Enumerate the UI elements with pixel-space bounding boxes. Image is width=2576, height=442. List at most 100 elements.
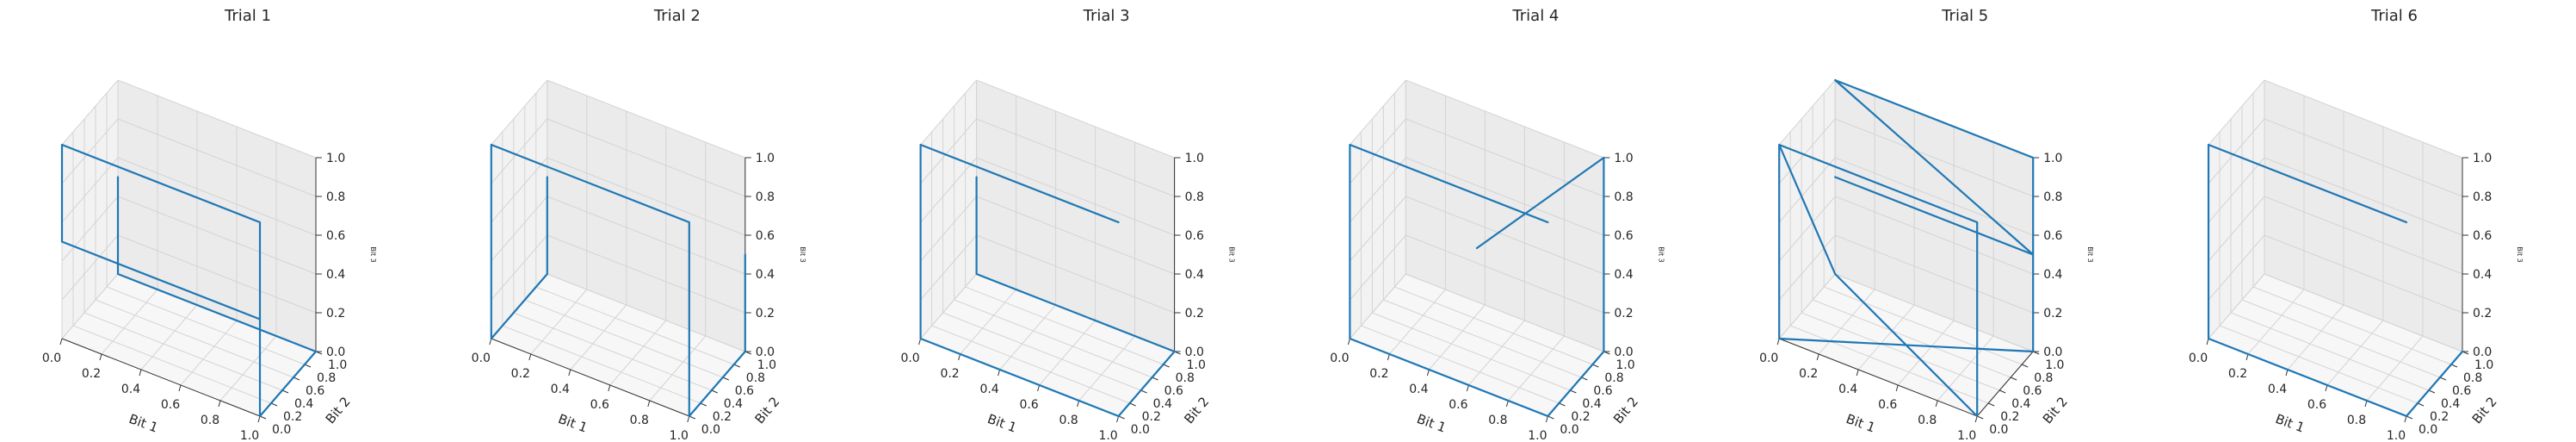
x-tick-label: 0.2 [1369, 367, 1388, 381]
x-tick-mark [647, 400, 651, 408]
x-axis-label: Bit 1 [2273, 411, 2307, 436]
left-pane [1350, 80, 1406, 339]
x-tick-label: 1.0 [670, 429, 689, 442]
z-tick-label: 0.2 [2473, 307, 2492, 321]
back-grid-z [1835, 234, 2034, 314]
left-grid-z [2208, 273, 2265, 339]
x-tick-mark [918, 338, 922, 346]
left-grid-z [1778, 79, 1836, 146]
z-tick-label: 0.0 [756, 346, 775, 359]
floor-pane [1350, 274, 1604, 416]
left-grid-z [1778, 157, 1836, 223]
x-tick-mark [218, 400, 221, 408]
back-grid-z [976, 118, 1175, 197]
y-axis-label: Bit 2 [1610, 394, 1641, 426]
z-axis-label: Bit 3 [2086, 246, 2094, 262]
x-axis-label: Bit 1 [1844, 411, 1878, 436]
x-tick-mark [1077, 400, 1080, 408]
x-tick-label: 1.0 [2387, 429, 2406, 442]
y-tick-label: 0.6 [2452, 384, 2471, 398]
x-tick-mark [2285, 369, 2289, 377]
left-grid-z [920, 196, 977, 262]
floor-grid-y [931, 325, 1130, 404]
x-tick-label: 0.2 [1799, 367, 1818, 381]
z-tick-label: 0.8 [2043, 190, 2062, 204]
floor-grid-x [180, 320, 238, 386]
x-tick-mark [1816, 353, 1819, 361]
left-grid-z [920, 79, 977, 146]
floor-grid-y [965, 286, 1164, 365]
left-grid-z [920, 157, 977, 223]
x-axis-line [491, 338, 689, 417]
y-tick-mark [2450, 364, 2458, 368]
x-tick-label: 0.6 [1878, 398, 1897, 412]
z-tick-label: 0.4 [756, 268, 775, 282]
x-tick-mark [608, 384, 611, 392]
y-tick-label: 0.8 [1604, 371, 1623, 385]
x-tick-mark [489, 338, 492, 346]
x-tick-label: 0.4 [979, 383, 998, 396]
floor-grid-x [219, 335, 277, 402]
back-grid-z [117, 79, 317, 159]
floor-grid-y [1790, 325, 1989, 404]
back-grid-z [1835, 157, 2034, 236]
left-grid-z [2208, 196, 2265, 262]
left-pane [62, 80, 118, 339]
y-tick-mark [2439, 377, 2447, 381]
y-tick-mark [2011, 377, 2017, 381]
x-tick-mark [1776, 338, 1780, 346]
floor-grid-y [535, 286, 734, 365]
subplot-title: Trial 6 [2370, 7, 2418, 25]
x-tick-label: 0.6 [1019, 398, 1038, 412]
y-tick-label: 0.8 [746, 371, 765, 385]
floor-grid-y [106, 286, 306, 365]
x-tick-mark [687, 415, 690, 423]
y-tick-label: 0.2 [1142, 410, 1161, 424]
floor-grid-y [942, 312, 1141, 391]
x-tick-mark [2246, 353, 2249, 361]
y-tick-label: 0.4 [294, 397, 313, 411]
x-tick-mark [1545, 415, 1548, 423]
subplot-title: Trial 5 [1941, 7, 1988, 25]
z-tick-label: 0.0 [326, 346, 345, 359]
x-tick-mark [2206, 338, 2209, 346]
x-tick-mark [178, 384, 182, 392]
x-tick-label: 0.6 [2307, 398, 2326, 412]
subplot-title: Trial 2 [653, 7, 701, 25]
back-grid-z [2264, 118, 2463, 197]
x-tick-label: 1.0 [1098, 429, 1117, 442]
x-tick-mark [1387, 353, 1390, 361]
floor-grid-x [1818, 289, 1875, 355]
left-grid-z [61, 118, 119, 184]
y-tick-label: 0.0 [1131, 423, 1150, 437]
back-grid-z [117, 234, 317, 314]
left-grid-z [2208, 234, 2265, 301]
y-tick-label: 0.0 [272, 423, 291, 437]
back-grid-z [1405, 79, 1604, 159]
y-tick-label: 0.8 [317, 371, 336, 385]
x-tick-mark [1935, 400, 1938, 408]
y-tick-label: 0.4 [1153, 397, 1172, 411]
x-axis-line [1779, 338, 1978, 417]
y-tick-mark [1977, 415, 1984, 420]
y-tick-label: 0.4 [2441, 397, 2460, 411]
subplot-title: Trial 4 [1511, 7, 1559, 25]
floor-grid-y [72, 325, 272, 404]
left-grid-z [1778, 118, 1836, 184]
left-grid-z [491, 234, 548, 301]
floor-grid-x [1508, 335, 1565, 402]
x-tick-label: 1.0 [1528, 429, 1547, 442]
z-tick-label: 0.8 [326, 190, 345, 204]
trajectory-line [490, 143, 746, 418]
left-grid-z [1778, 273, 1836, 339]
z-tick-label: 0.6 [2043, 229, 2062, 243]
floor-grid-x [1078, 335, 1135, 402]
floor-grid-x [2287, 304, 2344, 370]
x-tick-label: 0.6 [590, 398, 609, 412]
z-tick-label: 0.8 [1185, 190, 1204, 204]
y-tick-mark [1988, 402, 1995, 407]
y-tick-label: 0.6 [2023, 384, 2042, 398]
left-grid-z [61, 196, 119, 262]
y-tick-label: 0.0 [1989, 423, 2008, 437]
